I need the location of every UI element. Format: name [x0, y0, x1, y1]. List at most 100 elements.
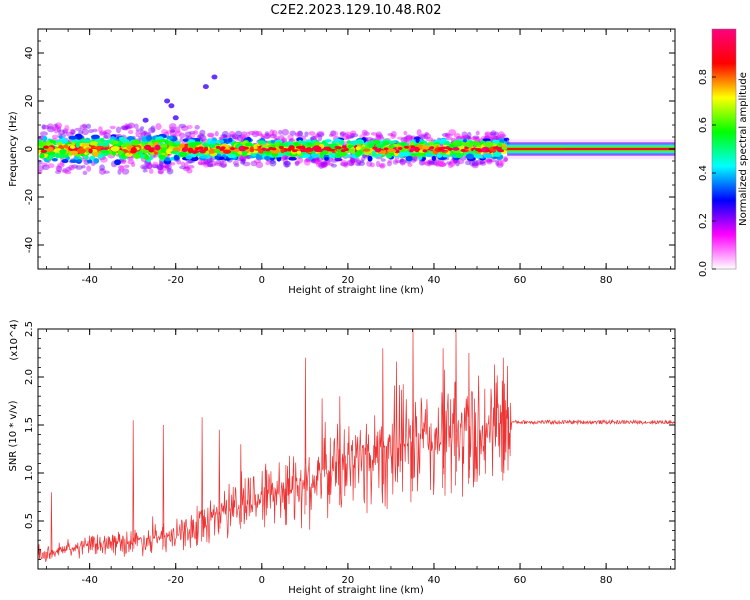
spectrogram-cell	[166, 168, 174, 175]
spectrogram-cell	[105, 139, 112, 144]
spectrogram-cell	[241, 131, 248, 136]
spectrogram-cell	[272, 135, 280, 140]
spectrogram-cell	[133, 123, 139, 130]
spectrogram-cell	[68, 164, 75, 171]
spectrogram-cell	[90, 161, 96, 166]
spectrogram-cell	[187, 147, 194, 154]
spectrogram-cell	[168, 140, 173, 147]
spectrogram-cell	[318, 162, 325, 169]
spectrogram-cell	[155, 123, 162, 131]
spectrogram-cell	[55, 165, 61, 172]
spectrogram-cell	[471, 160, 479, 167]
spectrogram-cell	[472, 135, 480, 139]
spectrogram-cell	[184, 162, 189, 169]
spectrogram-cell	[218, 156, 225, 160]
spectrogram-cell	[263, 133, 271, 140]
spectrogram-cell	[387, 159, 393, 164]
spectrogram-cell	[342, 133, 349, 137]
snr-x-tick-label: 20	[342, 575, 355, 586]
spectrogram-cell	[145, 134, 153, 141]
spectrogram-cell	[338, 150, 347, 157]
spectrogram-cell	[186, 168, 193, 174]
spectrogram-cell	[187, 164, 195, 169]
spectrogram-cell	[173, 154, 180, 161]
spectrogram-cell	[125, 152, 130, 157]
spectrogram-cell	[90, 134, 100, 140]
spectrogram-cell	[86, 159, 93, 164]
spectrogram-cell	[175, 126, 181, 134]
spectrogram-cell	[186, 124, 193, 130]
spectrogram-cell	[140, 126, 145, 130]
spectrogram-cell	[438, 162, 447, 168]
spectrogram-cell	[227, 137, 233, 143]
spectrogram-cell	[150, 125, 156, 133]
spectrogram-cell	[469, 159, 476, 167]
spectrogram-cell	[345, 134, 352, 140]
spectrogram-cell	[338, 140, 344, 145]
spectrogram-cell	[356, 159, 362, 165]
spectrogram-cell	[112, 140, 119, 145]
spectrogram-cell	[455, 135, 462, 140]
snr-panel: -40 -20 0 20 40 60 80 0.5 1.0 1.5 2.0 2.5 Height o…	[8, 319, 676, 596]
spectrogram-cell	[485, 159, 493, 163]
spectrogram-cell	[270, 140, 276, 144]
spectrogram-cell	[166, 130, 172, 134]
spectrogram-cell	[240, 160, 246, 165]
spectrogram-cell	[195, 138, 201, 143]
snr-y-ticks: 0.5 1.0 1.5 2.0 2.5	[24, 321, 675, 570]
spectrogram-cell	[484, 131, 492, 137]
spectrogram-cell	[465, 160, 471, 166]
spectrogram-cell	[39, 131, 48, 136]
spectrogram-cell	[455, 152, 463, 159]
spectrogram-cell	[423, 133, 428, 140]
spectrogram-cell	[197, 161, 204, 165]
spectrogram-cell	[47, 163, 55, 169]
spectrogram-cell	[39, 153, 45, 159]
spectrogram-cell	[485, 149, 491, 153]
spectrogram-cell	[488, 134, 495, 139]
spectrogram-cell	[405, 135, 413, 140]
spectrogram-cell	[461, 131, 468, 139]
spectrogram-cell	[55, 170, 62, 175]
spectrogram-cell	[446, 161, 452, 165]
spectrogram-cell	[375, 131, 382, 138]
spectrogram-cell	[261, 147, 267, 151]
spectrogram-x-label: Height of straight line (km)	[288, 285, 424, 296]
spectrogram-cell	[312, 157, 320, 163]
spectrogram-cell	[58, 129, 66, 135]
spectrogram-cell	[208, 158, 214, 163]
spectrogram-cell	[82, 170, 88, 176]
spectrogram-cell	[500, 147, 508, 151]
spectrogram-cell	[244, 142, 252, 147]
spectrogram-cell	[221, 130, 229, 138]
spectrogram-cell	[317, 134, 323, 142]
spectrogram-cell	[208, 160, 217, 167]
spectrogram-cell	[193, 130, 199, 135]
snr-x-tick-label: 60	[514, 575, 527, 586]
spectrogram-cell	[178, 151, 187, 158]
spectrogram-cell	[64, 170, 72, 175]
spectrogram-cell	[320, 161, 329, 167]
spectrogram-cell	[41, 124, 46, 130]
spectrogram-cell	[99, 130, 107, 136]
spectrogram-cell	[444, 146, 450, 150]
colorbar-tick-label: 0.4	[698, 165, 709, 181]
spectrogram-cell	[99, 164, 105, 171]
spectrogram-cell	[366, 160, 373, 167]
spectrogram-cell	[282, 142, 289, 147]
spectrogram-cell	[127, 129, 134, 135]
spectrogram-cell	[166, 135, 174, 140]
spectrogram-cell	[403, 136, 408, 142]
spectrogram-cell	[355, 151, 361, 158]
spectrogram-cell	[209, 144, 216, 149]
spectrogram-outlier	[168, 103, 175, 109]
spectrogram-cell	[103, 134, 109, 139]
spectrogram-heatmap	[38, 74, 675, 176]
spectrogram-cell	[78, 130, 84, 135]
spectrogram-cell	[296, 130, 303, 138]
spectrogram-cell	[103, 132, 112, 140]
spectrogram-cell	[399, 158, 407, 165]
spectrogram-cell	[361, 129, 368, 136]
spectrogram-cell	[269, 133, 277, 139]
spectrogram-cell	[439, 162, 447, 167]
